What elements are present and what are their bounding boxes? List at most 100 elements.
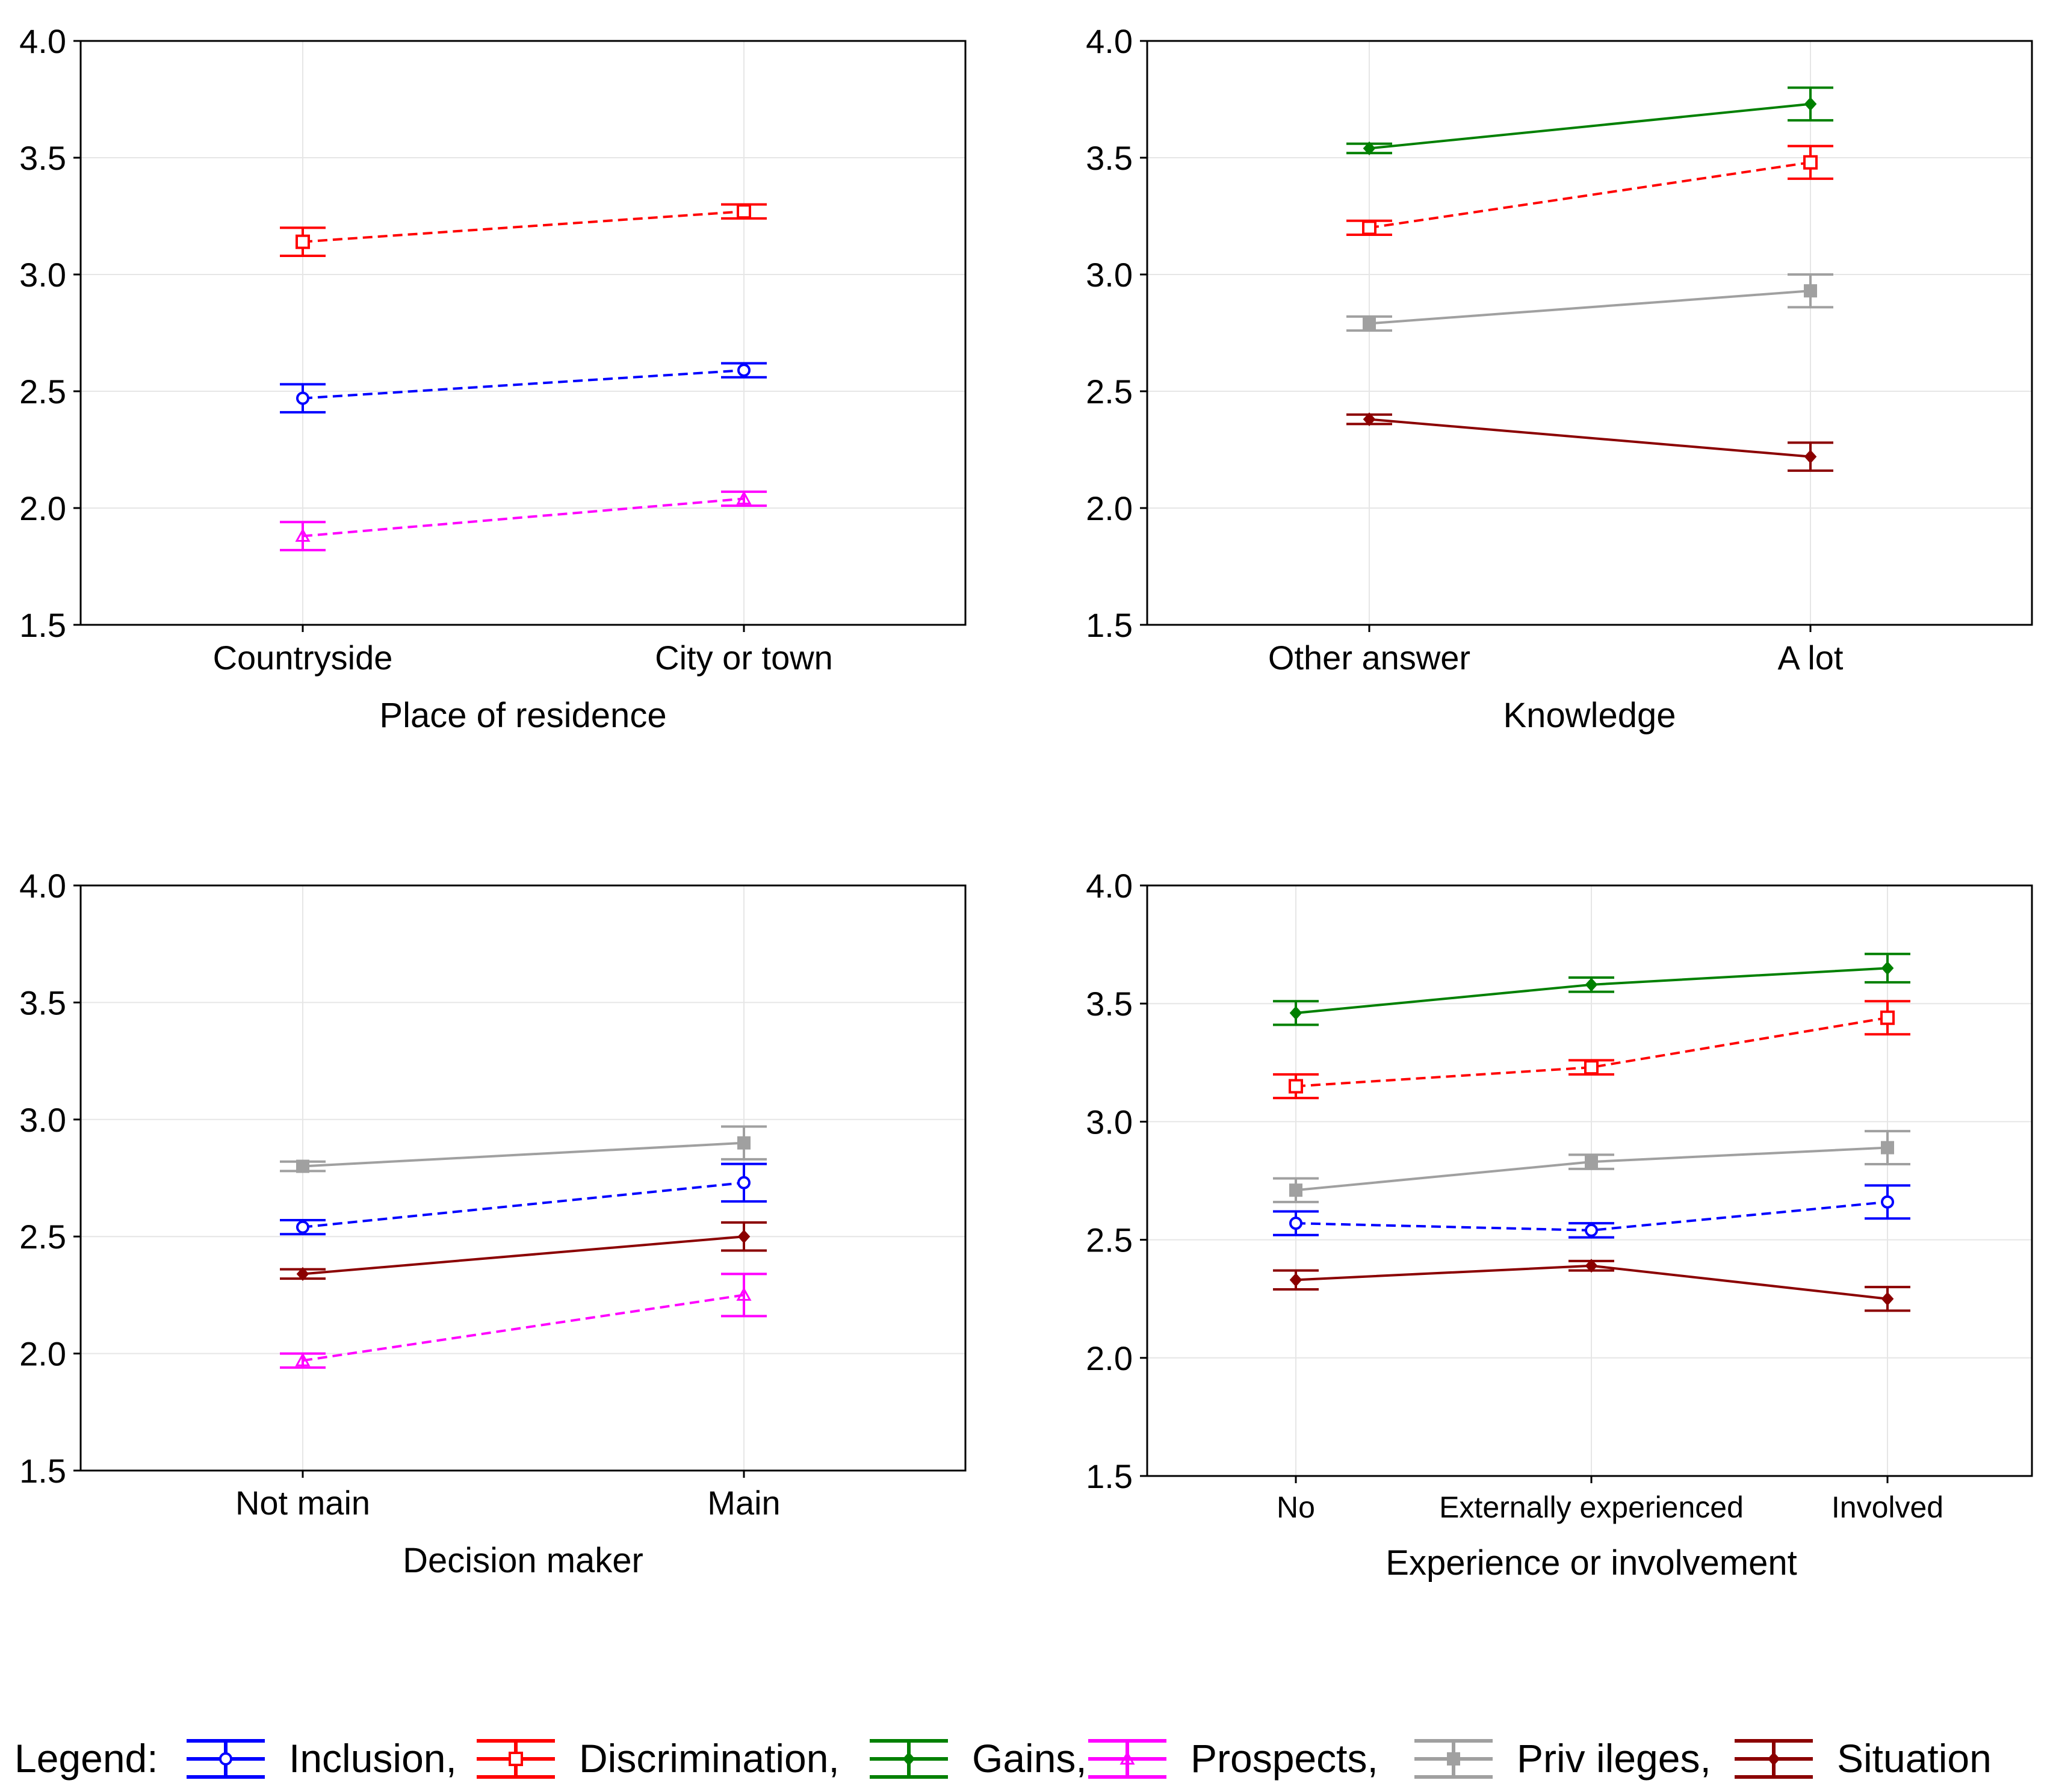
data-point: [1289, 1273, 1302, 1287]
series-discrimination: [280, 203, 767, 257]
y-tick-label: 4.0: [19, 867, 66, 905]
series-privileges: [1346, 273, 1833, 332]
y-tick-label: 1.5: [1086, 1457, 1133, 1495]
series-inclusion: [280, 362, 767, 414]
data-point: [1585, 1155, 1598, 1169]
data-point: [1289, 1079, 1303, 1094]
y-tick-label: 3.5: [19, 139, 66, 177]
series-line: [1295, 1200, 1888, 1232]
series-situation: [1273, 1259, 1910, 1312]
data-point: [1289, 1006, 1302, 1020]
data-point: [1881, 1141, 1894, 1155]
series-line: [1369, 290, 1811, 325]
data-point: [296, 1220, 309, 1234]
legend-symbol: [1735, 1739, 1813, 1779]
y-tick-label: 4.0: [1086, 867, 1133, 905]
series-line: [1369, 102, 1811, 150]
plot-frame: [1146, 884, 2033, 1477]
series-line: [1369, 418, 1811, 458]
data-point: [296, 234, 310, 249]
legend-label: Priv ileges,: [1517, 1736, 1711, 1781]
data-point: [296, 391, 309, 405]
series-line: [302, 497, 745, 538]
data-point: [737, 1176, 751, 1189]
series-line: [302, 369, 745, 400]
data-point: [1804, 450, 1817, 464]
y-tick-label: 3.5: [1086, 139, 1133, 177]
series-inclusion: [1273, 1184, 1910, 1239]
data-point: [737, 1136, 751, 1150]
data-point: [295, 528, 311, 542]
data-point: [737, 204, 751, 219]
series-discrimination: [1273, 1000, 1910, 1100]
data-point: [1803, 155, 1818, 170]
y-tick-label: 1.5: [1086, 606, 1133, 644]
y-tick-label: 3.0: [1086, 1103, 1133, 1141]
data-point: [1363, 412, 1376, 427]
chart-panel-2: 1.5 2.0 2.5 3.0 3.5 4.0 Other answer A lot Knowl…: [1086, 22, 2033, 735]
legend-item-discrimination: Discrimination,: [477, 1736, 840, 1781]
legend-item-inclusion: Inclusion,: [187, 1736, 457, 1781]
data-point: [1363, 317, 1376, 330]
y-tick-label: 3.0: [19, 1101, 66, 1139]
chart-panel-4: 1.5 2.0 2.5 3.0 3.5 4.0 No Externally experienc…: [1086, 867, 2033, 1583]
data-point: [1585, 1259, 1598, 1273]
y-tick-label: 2.0: [19, 1335, 66, 1373]
series-line: [302, 1235, 745, 1276]
data-point: [1362, 220, 1376, 235]
legend-label: Situation: [1837, 1736, 1992, 1781]
data-point: [1881, 961, 1894, 975]
error-bar: [721, 1273, 767, 1318]
data-point: [295, 1353, 311, 1366]
data-point: [1585, 1223, 1598, 1237]
x-tick-label: Main: [707, 1484, 780, 1522]
y-tick-label: 2.0: [1086, 489, 1133, 527]
error-bar: [280, 521, 326, 551]
data-point: [1585, 978, 1598, 992]
series-prospects: [280, 490, 767, 551]
x-axis-label: Decision maker: [403, 1541, 643, 1580]
y-tick-label: 4.0: [19, 22, 66, 60]
legend-symbol: [477, 1739, 555, 1779]
x-tick-label: City or town: [655, 639, 833, 677]
series-line: [302, 1141, 745, 1168]
x-axis-label: Knowledge: [1503, 696, 1676, 735]
series-line: [302, 1294, 745, 1362]
x-tick-label: Other answer: [1268, 639, 1470, 677]
series-situation: [1346, 412, 1833, 472]
y-tick-label: 4.0: [1086, 22, 1133, 60]
y-tick-label: 1.5: [19, 1452, 66, 1490]
plot-frame: [1146, 40, 2033, 626]
data-point: [296, 1266, 309, 1281]
chart-panel-1: 1.5 2.0 2.5 3.0 3.5 4.0 Countryside City or tow…: [19, 22, 967, 735]
x-tick-label: Not main: [235, 1484, 370, 1522]
plot-frame: [79, 40, 967, 626]
chart-panel-3: 1.5 2.0 2.5 3.0 3.5 4.0 Not main Main Decision m…: [19, 867, 967, 1580]
series-gains: [1346, 86, 1833, 155]
legend-symbol: [1414, 1739, 1493, 1779]
series-discrimination: [1346, 144, 1833, 237]
legend-item-gains: Gains,: [870, 1736, 1087, 1781]
legend: Legend: Inclusion, Discrimination, Gains, Pr…: [14, 1736, 1992, 1781]
data-point: [1584, 1060, 1599, 1075]
legend-label: Prospects,: [1191, 1736, 1378, 1781]
y-tick-label: 1.5: [19, 606, 66, 644]
y-tick-label: 2.0: [1086, 1339, 1133, 1377]
data-point: [1804, 97, 1817, 111]
series-situation: [280, 1221, 767, 1281]
series-line: [1295, 1016, 1888, 1088]
data-point: [737, 1229, 751, 1244]
y-tick-label: 2.0: [19, 489, 66, 527]
legend-symbol: [187, 1739, 265, 1779]
legend-symbol: [870, 1739, 948, 1779]
y-tick-label: 3.5: [19, 984, 66, 1022]
data-point: [736, 1287, 752, 1301]
series-privileges: [280, 1125, 767, 1173]
x-tick-label: A lot: [1778, 639, 1844, 677]
series-prospects: [280, 1273, 767, 1369]
series-line: [1369, 161, 1811, 229]
series-privileges: [1273, 1130, 1910, 1203]
legend-item-privileges: Priv ileges,: [1414, 1736, 1711, 1781]
data-point: [736, 491, 752, 504]
